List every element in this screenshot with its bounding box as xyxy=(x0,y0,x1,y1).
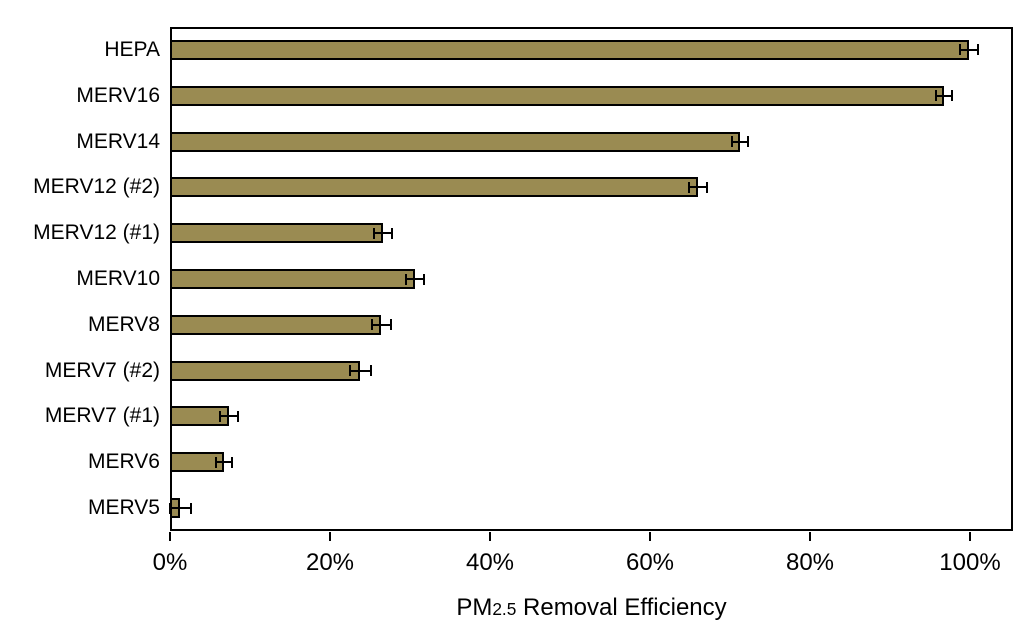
error-bar-line xyxy=(406,278,424,280)
y-category-label: MERV10 xyxy=(76,267,160,290)
error-bar-line xyxy=(935,94,952,97)
error-bar-cap-left xyxy=(688,181,691,193)
error-bar-cap-right xyxy=(705,181,708,193)
error-bar-cap-left xyxy=(373,227,375,239)
x-axis-tick xyxy=(329,532,331,541)
error-bar-cap-right xyxy=(189,502,192,514)
error-bar-line xyxy=(350,369,371,372)
error-bar-cap-left xyxy=(405,273,407,285)
plot-area: HEPA MERV16 MERV14 MERV12 (#2) MERV12 (#1) ME… xyxy=(33,27,1013,576)
bar xyxy=(170,314,382,335)
x-axis-tick xyxy=(809,532,811,541)
error-bar-cap-left xyxy=(349,365,351,377)
bar xyxy=(170,269,415,289)
x-axis-title: PM2.5 Removal Efficiency xyxy=(170,594,1013,622)
x-axis-title-suffix: Removal Efficiency xyxy=(516,594,727,621)
error-bar-cap-left xyxy=(959,44,962,56)
error-bar-line xyxy=(170,507,191,510)
error-bar-cap-right xyxy=(950,90,953,102)
error-bar-cap-left xyxy=(215,456,218,468)
y-category-label: MERV14 xyxy=(76,129,160,153)
bar xyxy=(170,39,970,60)
error-bar-cap-left xyxy=(731,136,734,148)
x-axis-title-prefix: PM xyxy=(456,594,493,621)
error-bar-cap-left xyxy=(169,502,171,514)
error-bar-cap-right xyxy=(422,273,425,285)
y-category-label: MERV7 (#1) xyxy=(44,404,160,428)
error-bar-cap-right xyxy=(389,319,392,331)
error-bar-cap-right xyxy=(390,227,393,239)
bar xyxy=(170,360,361,381)
error-bar-line xyxy=(220,415,238,418)
error-bar-cap-left xyxy=(934,90,937,102)
y-category-label: MERV6 xyxy=(88,450,160,474)
x-axis-tick-label: 0% xyxy=(152,549,188,576)
bar xyxy=(170,177,698,198)
x-axis-tick-label: 20% xyxy=(305,549,355,576)
bar xyxy=(170,131,741,152)
error-bar-cap-right xyxy=(747,136,750,148)
error-bar-cap-left xyxy=(370,319,373,331)
bar xyxy=(170,223,383,244)
x-axis-title-subscript: 2.5 xyxy=(492,599,517,619)
error-bar-cap-right xyxy=(231,456,234,468)
x-axis-tick-label: 80% xyxy=(785,549,835,576)
y-category-label: MERV12 (#2) xyxy=(33,175,160,199)
y-category-label: HEPA xyxy=(104,37,160,61)
y-category-label: MERV7 (#2) xyxy=(44,358,160,382)
error-bar-cap-right xyxy=(237,410,239,422)
error-bar-line xyxy=(689,186,707,189)
y-category-label: MERV12 (#1) xyxy=(33,221,160,245)
error-bar-line xyxy=(732,140,749,143)
x-axis-tick-label: 60% xyxy=(625,549,675,576)
error-bar-cap-left xyxy=(219,410,222,422)
error-bar-line xyxy=(371,323,391,326)
y-category-label: MERV5 xyxy=(88,496,160,520)
x-axis-tick xyxy=(649,532,651,541)
error-bar-line xyxy=(960,48,978,51)
error-bar-cap-right xyxy=(369,365,372,377)
x-axis-tick xyxy=(969,532,971,541)
error-bar-line xyxy=(374,232,392,235)
x-axis-tick xyxy=(169,532,171,541)
x-axis-tick-label: 40% xyxy=(465,549,515,576)
error-bar-cap-right xyxy=(977,44,979,56)
x-axis-tick xyxy=(489,532,491,541)
bar xyxy=(170,85,944,106)
y-category-label: MERV16 xyxy=(76,83,160,107)
x-axis-tick-label: 100% xyxy=(939,549,1001,576)
y-category-label: MERV8 xyxy=(88,312,160,336)
error-bar-line xyxy=(216,461,233,464)
